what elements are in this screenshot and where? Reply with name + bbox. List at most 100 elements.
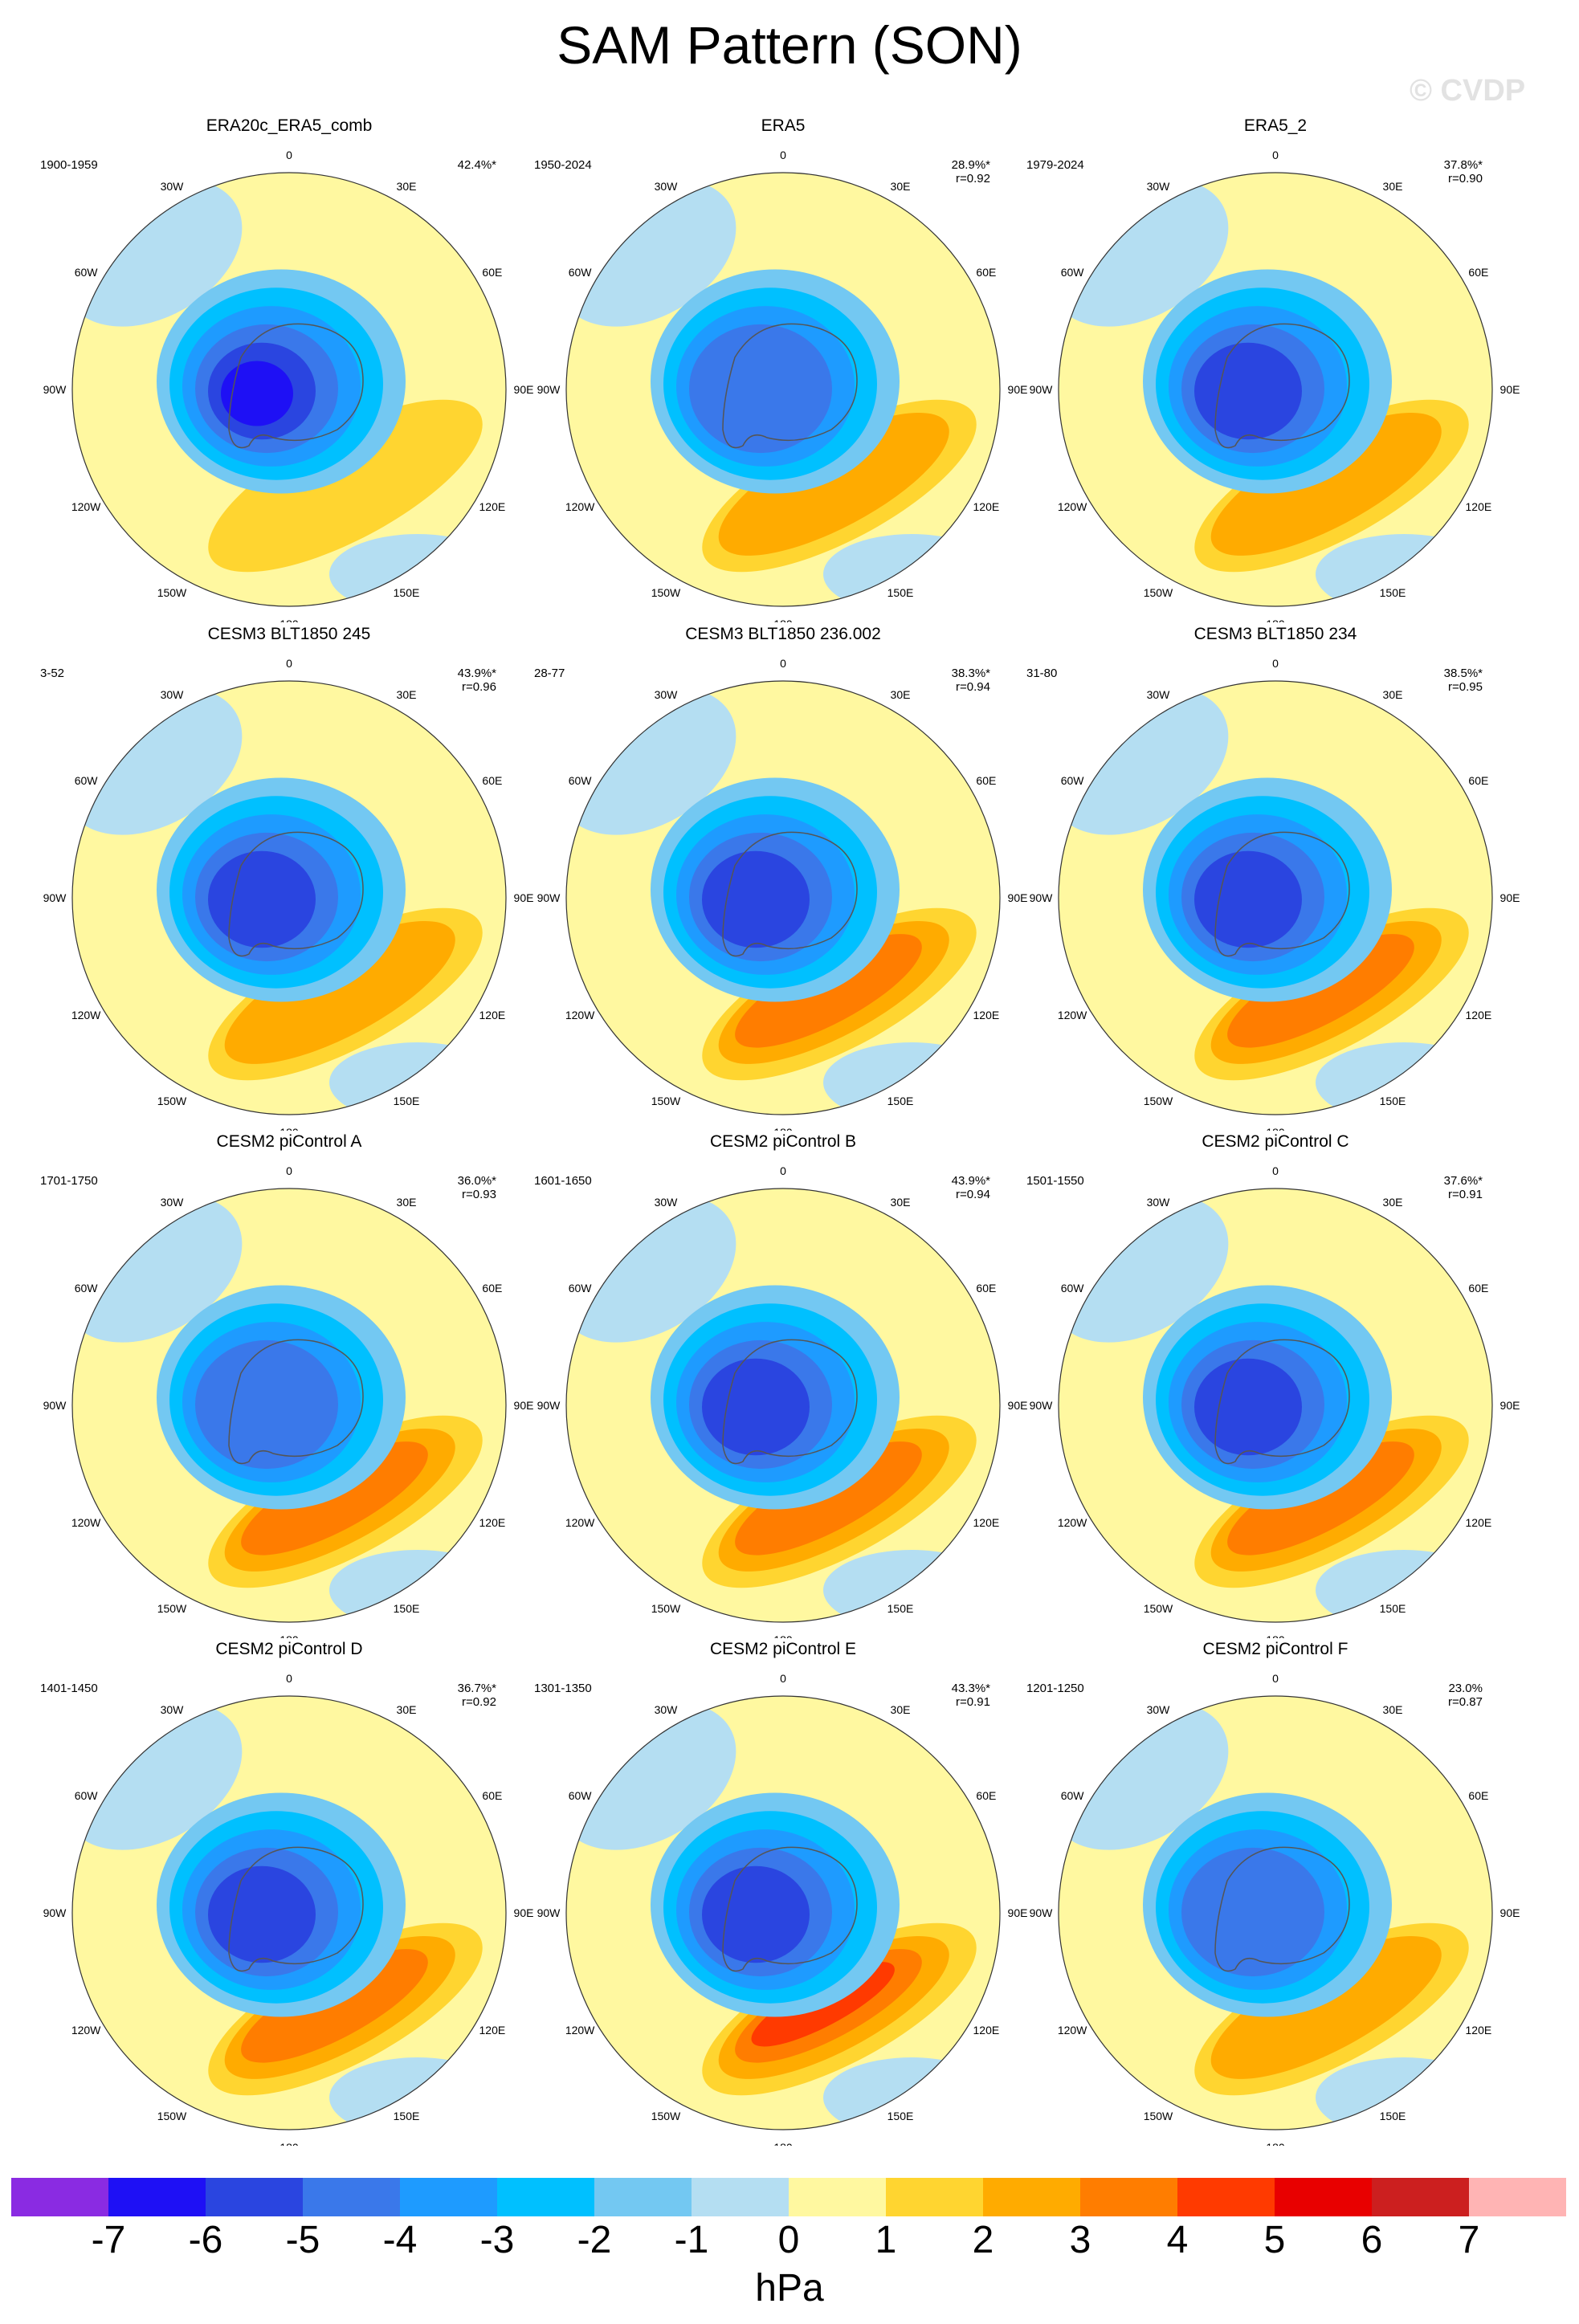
longitude-label: 180 bbox=[279, 1126, 299, 1131]
longitude-label: 120W bbox=[71, 2024, 101, 2037]
panel-title: ERA5 bbox=[761, 116, 806, 135]
longitude-label: 90W bbox=[43, 1399, 67, 1412]
field-contour bbox=[329, 1042, 506, 1115]
longitude-label: 0 bbox=[1272, 1672, 1279, 1685]
longitude-label: 180 bbox=[279, 618, 299, 622]
longitude-label: 30E bbox=[397, 180, 417, 193]
longitude-label: 150W bbox=[1144, 586, 1173, 599]
colorbar-box bbox=[303, 2178, 400, 2216]
panel-variance: 38.5%* r=0.95 bbox=[1404, 667, 1483, 694]
colorbar-tick: 7 bbox=[1458, 2219, 1480, 2261]
longitude-label: 180 bbox=[279, 2141, 299, 2146]
panel-variance: 36.7%* r=0.92 bbox=[418, 1682, 496, 1709]
pattern-correlation: r=0.95 bbox=[1448, 680, 1483, 694]
colorbar-tick: -2 bbox=[577, 2219, 612, 2261]
longitude-label: 90W bbox=[43, 891, 67, 904]
longitude-label: 90E bbox=[1008, 383, 1028, 396]
map-panel: CESM2 piControl F 1201-1250 23.0% r=0.87 0 30… bbox=[1026, 1640, 1524, 2146]
polar-map: 0 30E 60E 90E 120E 150E 180 150W 120W 90W 60W 30W bbox=[1030, 149, 1520, 622]
pattern-correlation: r=0.92 bbox=[956, 172, 990, 186]
longitude-label: 90E bbox=[1500, 383, 1520, 396]
map-boundary bbox=[1058, 1695, 1493, 2130]
longitude-label: 60W bbox=[75, 774, 99, 787]
panel-years: 1401-1450 bbox=[40, 1682, 98, 1695]
variance-explained: 43.3%* bbox=[951, 1682, 990, 1695]
colorbar-tick: 4 bbox=[1166, 2219, 1189, 2261]
colorbar-tick: 5 bbox=[1263, 2219, 1286, 2261]
longitude-label: 0 bbox=[286, 149, 292, 161]
longitude-label: 120W bbox=[1058, 500, 1087, 513]
longitude-label: 90W bbox=[1030, 383, 1054, 396]
negative-contour bbox=[221, 361, 293, 426]
colorbar-tick: -7 bbox=[91, 2219, 126, 2261]
colorbar-units: hPa bbox=[755, 2267, 824, 2310]
negative-contour bbox=[1181, 1847, 1324, 1977]
longitude-label: 120E bbox=[479, 2024, 506, 2037]
longitude-label: 30W bbox=[1147, 1196, 1171, 1209]
negative-contour bbox=[689, 324, 832, 454]
panel-variance: 37.6%* r=0.91 bbox=[1404, 1174, 1483, 1201]
longitude-label: 60W bbox=[1061, 1789, 1085, 1802]
variance-explained: 23.0% bbox=[1448, 1682, 1483, 1695]
panel-years: 1701-1750 bbox=[40, 1174, 98, 1188]
polar-map: 0 30E 60E 90E 120E 150E 180 150W 120W 90W 60W 30W bbox=[537, 149, 1028, 622]
longitude-label: 30E bbox=[1383, 688, 1403, 701]
longitude-label: 0 bbox=[1272, 1164, 1279, 1177]
polar-map: 0 30E 60E 90E 120E 150E 180 150W 120W 90W 60W 30W bbox=[1030, 1164, 1520, 1638]
longitude-label: 60E bbox=[482, 774, 502, 787]
longitude-label: 90W bbox=[537, 1399, 561, 1412]
longitude-label: 90W bbox=[1030, 891, 1054, 904]
map-boundary bbox=[1058, 1188, 1493, 1623]
pattern-correlation: r=0.94 bbox=[956, 680, 990, 694]
longitude-label: 30E bbox=[891, 1196, 911, 1209]
longitude-label: 30W bbox=[1147, 1703, 1171, 1716]
longitude-label: 120E bbox=[1466, 2024, 1492, 2037]
map-panel: CESM2 piControl D 1401-1450 36.7%* r=0.92 0 3… bbox=[40, 1640, 538, 2146]
polar-map: 0 30E 60E 90E 120E 150E 180 150W 120W 90W 60W 30W bbox=[537, 1672, 1028, 2146]
longitude-label: 150W bbox=[651, 586, 681, 599]
colorbar-box bbox=[1372, 2178, 1469, 2216]
colorbar-box bbox=[692, 2178, 789, 2216]
variance-explained: 38.3%* bbox=[951, 667, 990, 680]
longitude-label: 60E bbox=[1468, 1789, 1488, 1802]
longitude-label: 120E bbox=[973, 1009, 1000, 1021]
longitude-label: 30E bbox=[1383, 1196, 1403, 1209]
colorbar-tick: 1 bbox=[875, 2219, 897, 2261]
longitude-label: 120W bbox=[565, 500, 595, 513]
longitude-label: 120E bbox=[479, 1009, 506, 1021]
colorbar-tick: -1 bbox=[674, 2219, 709, 2261]
map-boundary bbox=[565, 1695, 1001, 2130]
longitude-label: 150E bbox=[887, 586, 914, 599]
pattern-correlation: r=0.94 bbox=[956, 1188, 990, 1201]
map-panel: ERA20c_ERA5_comb 1900-1959 42.4%* 0 30E 60E 90… bbox=[40, 116, 538, 622]
negative-contour bbox=[702, 1358, 810, 1456]
map-boundary bbox=[565, 1188, 1001, 1623]
longitude-label: 120W bbox=[71, 1516, 101, 1529]
longitude-label: 60W bbox=[75, 266, 99, 279]
variance-explained: 38.5%* bbox=[1443, 667, 1483, 680]
polar-map: 0 30E 60E 90E 120E 150E 180 150W 120W 90W 60W 30W bbox=[43, 1672, 534, 2146]
colorbar-tick: -3 bbox=[479, 2219, 515, 2261]
panel-variance: 43.9%* r=0.94 bbox=[912, 1174, 990, 1201]
field-contour bbox=[1316, 534, 1492, 606]
longitude-label: 150W bbox=[157, 586, 187, 599]
longitude-label: 120W bbox=[1058, 2024, 1087, 2037]
polar-map: 0 30E 60E 90E 120E 150E 180 150W 120W 90W 60W 30W bbox=[1030, 657, 1520, 1131]
map-boundary bbox=[71, 1695, 507, 2130]
antarctica-coastline bbox=[722, 1846, 858, 1972]
panel-variance: 42.4%* bbox=[418, 158, 496, 172]
panel-title: ERA5_2 bbox=[1243, 116, 1308, 135]
longitude-label: 150W bbox=[1144, 1602, 1173, 1615]
watermark: © CVDP bbox=[1410, 74, 1526, 108]
panel-title: CESM2 piControl D bbox=[215, 1640, 363, 1658]
colorbar-tick: 3 bbox=[1069, 2219, 1091, 2261]
longitude-label: 60E bbox=[1468, 774, 1488, 787]
map-boundary bbox=[71, 172, 507, 607]
longitude-label: 60W bbox=[569, 1789, 593, 1802]
longitude-label: 120E bbox=[1466, 1516, 1492, 1529]
longitude-label: 150W bbox=[1144, 1095, 1173, 1107]
longitude-label: 150W bbox=[651, 1095, 681, 1107]
longitude-label: 150E bbox=[1380, 1095, 1406, 1107]
longitude-label: 30W bbox=[655, 180, 679, 193]
colorbar-tick: 2 bbox=[972, 2219, 994, 2261]
